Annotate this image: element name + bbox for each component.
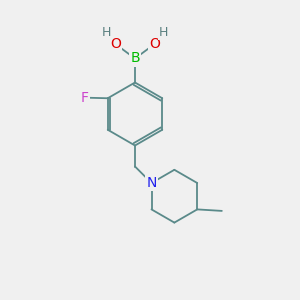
Text: H: H — [159, 26, 168, 39]
Text: F: F — [80, 91, 88, 105]
Text: H: H — [102, 26, 111, 39]
Text: O: O — [149, 37, 160, 51]
Text: O: O — [110, 37, 121, 51]
Text: N: N — [146, 176, 157, 190]
Text: B: B — [130, 52, 140, 65]
